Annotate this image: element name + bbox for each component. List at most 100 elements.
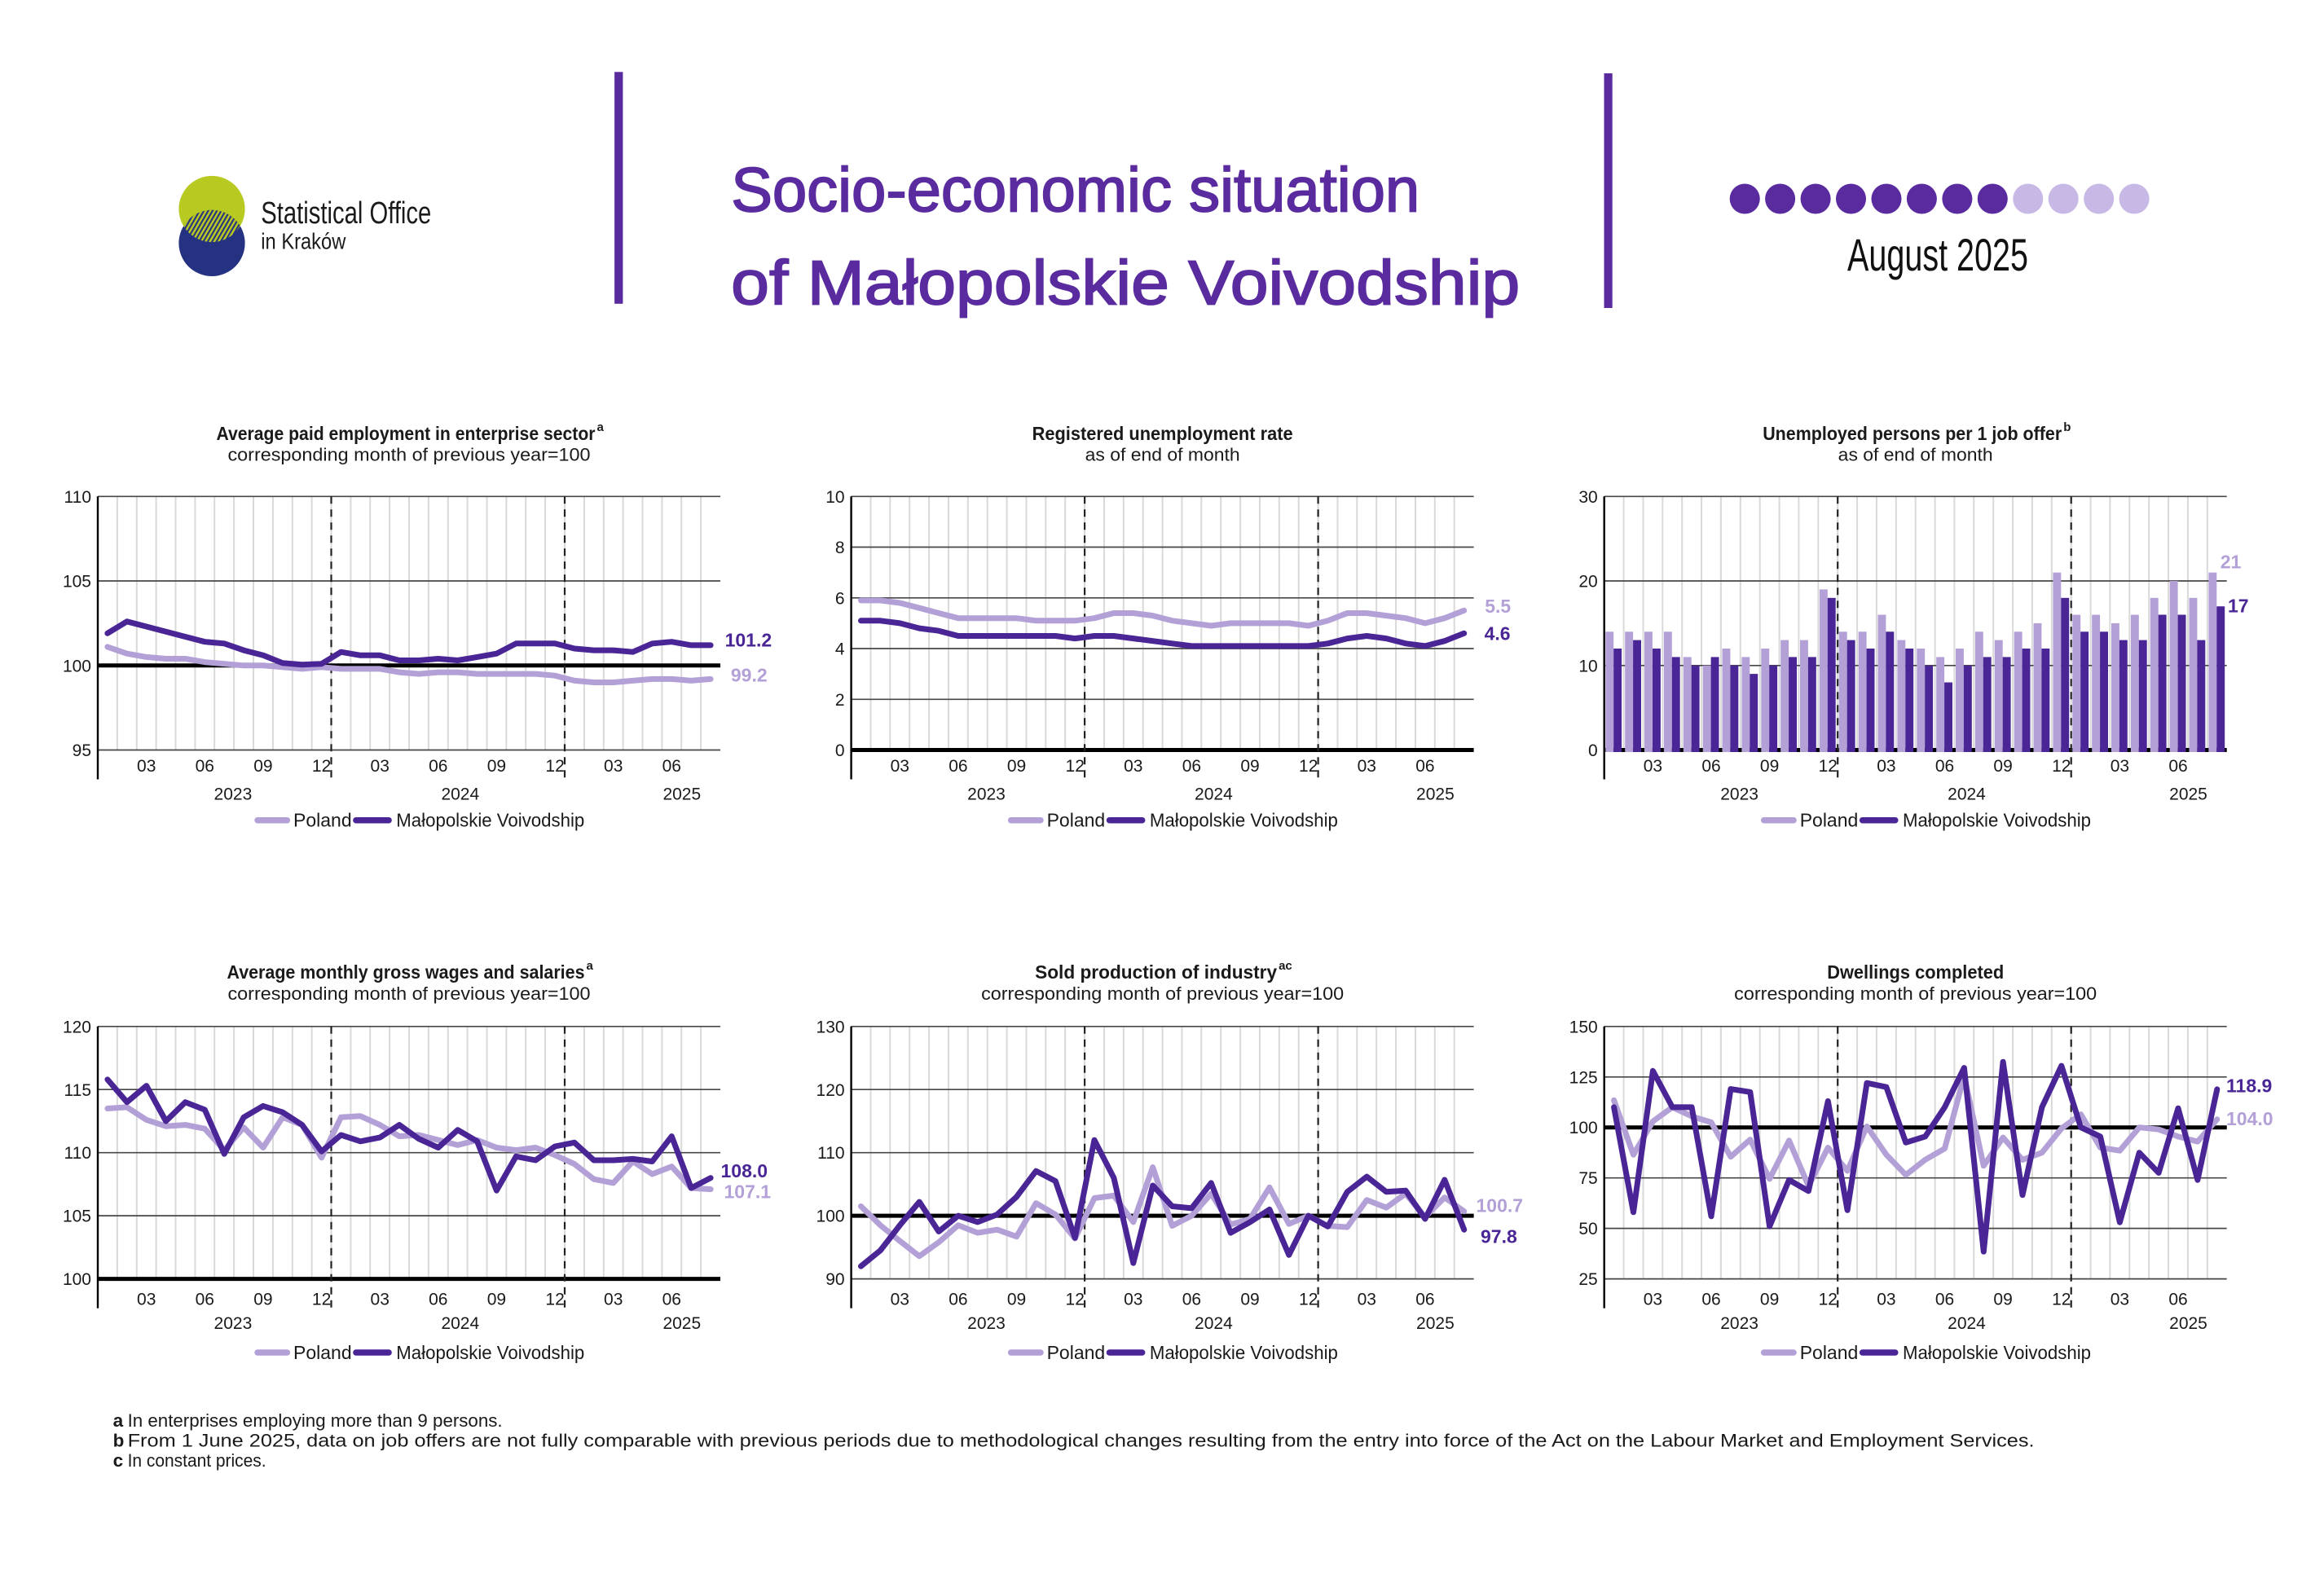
svg-text:99.2: 99.2 [731,665,768,686]
svg-text:105: 105 [63,1207,91,1226]
svg-text:In constant prices.: In constant prices. [128,1450,266,1471]
svg-text:09: 09 [1760,1291,1779,1309]
svg-text:101.2: 101.2 [725,630,772,651]
svg-text:03: 03 [2111,757,2129,776]
svg-text:Average monthly gross wages an: Average monthly gross wages and salaries [227,961,585,983]
svg-text:Małopolskie Voivodship: Małopolskie Voivodship [396,1342,584,1363]
svg-text:August 2025: August 2025 [1847,229,2028,280]
svg-text:2025: 2025 [2169,1314,2207,1333]
svg-text:110: 110 [817,1144,844,1163]
svg-text:03: 03 [137,757,156,776]
svg-text:ac: ac [1279,959,1292,973]
svg-text:118.9: 118.9 [2226,1075,2272,1096]
svg-text:30: 30 [1578,488,1597,507]
svg-text:Registered unemployment rate: Registered unemployment rate [1032,423,1293,444]
svg-text:2023: 2023 [967,1314,1006,1333]
svg-text:Małopolskie Voivodship: Małopolskie Voivodship [1150,1342,1338,1363]
svg-text:150: 150 [1569,1018,1598,1036]
svg-text:03: 03 [137,1291,156,1309]
svg-text:06: 06 [429,1291,447,1309]
svg-text:as of end of month: as of end of month [1838,445,1993,465]
svg-text:50: 50 [1578,1220,1597,1238]
svg-text:06: 06 [1415,757,1434,776]
svg-text:06: 06 [949,757,967,776]
svg-text:2: 2 [835,691,845,710]
svg-text:8: 8 [835,539,845,557]
svg-text:12: 12 [312,757,331,776]
svg-text:06: 06 [949,1291,967,1309]
svg-text:110: 110 [64,1144,91,1163]
svg-text:Socio-economic situation: Socio-economic situation [731,156,1419,226]
svg-text:03: 03 [1644,757,1662,776]
svg-text:12: 12 [1819,1291,1838,1309]
svg-text:2024: 2024 [1948,785,1986,804]
svg-text:06: 06 [196,1291,214,1309]
svg-text:12: 12 [1066,1291,1085,1309]
svg-text:0: 0 [835,741,845,760]
svg-text:06: 06 [196,757,214,776]
svg-text:12: 12 [545,757,564,776]
svg-text:in Kraków: in Kraków [261,228,346,253]
svg-text:corresponding month of previou: corresponding month of previous year=100 [1734,983,2097,1004]
svg-text:Unemployed persons per 1 job o: Unemployed persons per 1 job offer [1763,423,2062,444]
svg-text:10: 10 [825,488,844,507]
svg-text:of Małopolskie Voivodship: of Małopolskie Voivodship [731,249,1520,319]
svg-text:12: 12 [2052,1291,2071,1309]
svg-text:4: 4 [835,640,845,659]
svg-text:Małopolskie Voivodship: Małopolskie Voivodship [1903,810,2091,831]
svg-text:115: 115 [64,1081,91,1100]
svg-text:12: 12 [1819,757,1838,776]
svg-text:as of end of month: as of end of month [1085,445,1240,465]
svg-text:120: 120 [816,1081,845,1100]
svg-text:2023: 2023 [1720,785,1758,804]
svg-text:06: 06 [1182,1291,1201,1309]
svg-text:Statistical Office: Statistical Office [261,196,431,231]
svg-text:110: 110 [64,488,91,507]
svg-text:100: 100 [63,1270,91,1289]
svg-text:95: 95 [73,741,91,760]
svg-text:09: 09 [1993,1291,2012,1309]
svg-text:12: 12 [1299,757,1318,776]
svg-text:2023: 2023 [214,1314,253,1333]
svg-text:100: 100 [1569,1119,1598,1137]
svg-text:2025: 2025 [662,785,701,804]
svg-text:5.5: 5.5 [1485,596,1511,617]
svg-text:Dwellings completed: Dwellings completed [1827,961,2004,983]
svg-text:2025: 2025 [1416,1314,1455,1333]
svg-text:0: 0 [1588,741,1598,760]
svg-text:90: 90 [825,1270,844,1289]
svg-text:12: 12 [1066,757,1085,776]
svg-text:corresponding month of previou: corresponding month of previous year=100 [228,983,591,1004]
svg-text:09: 09 [487,1291,506,1309]
svg-text:06: 06 [1935,757,1954,776]
svg-text:104.0: 104.0 [2226,1108,2273,1129]
svg-text:12: 12 [1299,1291,1318,1309]
svg-text:105: 105 [63,573,91,592]
svg-text:Poland: Poland [1800,810,1859,831]
svg-text:4.6: 4.6 [1485,623,1511,644]
svg-text:In enterprises employing more: In enterprises employing more than 9 per… [128,1410,503,1431]
svg-text:2023: 2023 [967,785,1006,804]
svg-text:06: 06 [1182,757,1201,776]
svg-text:09: 09 [1993,757,2012,776]
svg-text:09: 09 [1007,1291,1026,1309]
svg-text:25: 25 [1578,1270,1597,1289]
svg-text:c: c [113,1450,124,1471]
svg-text:Małopolskie Voivodship: Małopolskie Voivodship [396,810,584,831]
svg-text:03: 03 [371,757,390,776]
svg-text:a: a [113,1410,124,1431]
svg-text:03: 03 [891,1291,909,1309]
svg-text:12: 12 [545,1291,564,1309]
svg-text:06: 06 [2168,1291,2187,1309]
svg-text:03: 03 [604,757,623,776]
svg-text:03: 03 [1877,757,1895,776]
svg-text:b: b [113,1430,125,1450]
svg-text:Average paid employment in ent: Average paid employment in enterprise se… [217,423,596,444]
svg-text:20: 20 [1578,573,1597,592]
svg-text:corresponding month of previou: corresponding month of previous year=100 [228,445,591,465]
svg-text:03: 03 [371,1291,390,1309]
svg-text:06: 06 [2168,757,2187,776]
svg-text:2025: 2025 [1416,785,1455,804]
svg-text:03: 03 [1124,757,1142,776]
svg-text:100: 100 [816,1207,845,1226]
